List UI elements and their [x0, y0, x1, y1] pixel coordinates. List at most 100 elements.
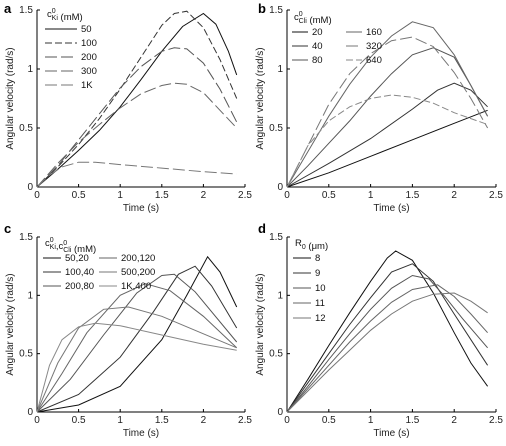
legend-label-d: 11 — [315, 298, 325, 309]
x-tick-label-a: 2.5 — [238, 190, 252, 201]
x-tick-label-b: 0 — [284, 190, 290, 201]
series-line-b-640 — [286, 94, 488, 188]
x-tick-label-a: 1.5 — [155, 190, 169, 201]
legend-label-b: 20 — [312, 27, 323, 38]
x-tick-label-b: 0.5 — [322, 190, 336, 201]
y-tick-label-b: 1 — [277, 64, 283, 75]
legend-title-a: c0 Ki (mM) — [47, 8, 83, 23]
legend-label-a: 100 — [81, 38, 97, 49]
legend-title-c: c0 Ki,c0 Cli (mM) — [45, 237, 96, 255]
legend-label-c: 50,20 — [65, 253, 89, 264]
x-tick-label-d: 1 — [368, 415, 374, 426]
legend-label-d: 12 — [315, 313, 326, 324]
legend-label-a: 200 — [81, 52, 97, 63]
y-tick-label-b: 0.5 — [269, 123, 283, 134]
x-tick-label-d: 1.5 — [405, 415, 419, 426]
x-axis-title-a: Time (s) — [123, 203, 159, 214]
legend-label-c: 100,40 — [65, 267, 94, 278]
x-axis-title-d: Time (s) — [373, 428, 409, 439]
y-tick-label-d: 0 — [277, 407, 283, 418]
series-line-c-500,200 — [36, 306, 237, 413]
panel-label-d: d — [258, 221, 266, 236]
series-line-c-200,80 — [36, 273, 238, 413]
x-tick-label-c: 2 — [201, 415, 207, 426]
y-tick-label-a: 0 — [27, 182, 33, 193]
x-tick-label-b: 1.5 — [405, 190, 419, 201]
x-tick-label-a: 0 — [34, 190, 40, 201]
y-axis-title-a: Angular velocity (rad/s) — [5, 47, 16, 149]
x-tick-label-c: 2.5 — [238, 415, 252, 426]
series-line-a-300 — [36, 82, 238, 188]
y-tick-label-b: 0 — [277, 182, 283, 193]
legend-label-b: 40 — [312, 41, 323, 52]
y-tick-label-a: 0.5 — [19, 123, 33, 134]
x-tick-label-d: 2.5 — [489, 415, 503, 426]
y-tick-label-a: 1 — [27, 64, 33, 75]
x-tick-label-d: 0.5 — [322, 415, 336, 426]
chart-panel-c: 0 0.5 1 1.5 2 2.5 0 0.5 1 1.5 Time (s) Angular velo… — [5, 232, 252, 439]
series-line-d-9 — [286, 263, 489, 413]
x-tick-label-b: 1 — [368, 190, 374, 201]
legend-label-b: 320 — [366, 41, 382, 52]
legend-title-b: c0 Cli (mM) — [294, 11, 332, 26]
x-axis-title-c: Time (s) — [123, 428, 159, 439]
series-line-d-12 — [286, 292, 488, 413]
series-line-d-10 — [286, 274, 488, 413]
series-line-a-1K — [36, 161, 237, 188]
series-line-d-11 — [286, 284, 488, 413]
y-tick-label-a: 1.5 — [19, 5, 33, 16]
panel-label-c: c — [4, 221, 11, 236]
x-tick-label-b: 2.5 — [489, 190, 503, 201]
x-tick-label-c: 0.5 — [72, 415, 86, 426]
series-line-b-160 — [286, 21, 489, 188]
legend-label-a: 1K — [81, 80, 93, 91]
x-tick-label-a: 1 — [117, 190, 123, 201]
legend-label-c: 500,200 — [121, 267, 155, 278]
legend-label-d: 8 — [315, 253, 320, 264]
x-tick-label-d: 0 — [284, 415, 290, 426]
chart-panel-d: 0 0.5 1 1.5 2 2.5 0 0.5 1 1.5 Time (s) Angular velo… — [255, 232, 503, 439]
panel-label-a: a — [4, 1, 12, 16]
series-line-b-40 — [286, 82, 488, 188]
series-line-b-80 — [286, 47, 489, 188]
legend-label-b: 640 — [366, 55, 382, 66]
series-line-a-100 — [36, 10, 238, 188]
series-line-d-8 — [286, 250, 489, 413]
legend-label-a: 300 — [81, 66, 97, 77]
x-tick-label-c: 0 — [34, 415, 40, 426]
y-axis-title-b: Angular velocity (rad/s) — [255, 47, 266, 149]
y-tick-label-c: 1 — [27, 290, 33, 301]
x-tick-label-b: 2 — [451, 190, 457, 201]
legend-label-c: 200,80 — [65, 281, 94, 292]
legend-label-d: 9 — [315, 268, 320, 279]
legend-title-d: R0 (μm) — [295, 238, 328, 252]
legend-label-a: 50 — [81, 24, 92, 35]
x-tick-label-a: 0.5 — [72, 190, 86, 201]
y-tick-label-b: 1.5 — [269, 5, 283, 16]
y-tick-label-d: 1 — [277, 290, 283, 301]
chart-panel-a: 0 0.5 1 1.5 2 2.5 0 0.5 1 1.5 Time (s) Angular velo… — [5, 5, 252, 214]
series-line-c-50,20 — [36, 255, 238, 413]
y-tick-label-c: 1.5 — [19, 232, 33, 243]
chart-panel-b: 0 0.5 1 1.5 2 2.5 0 0.5 1 1.5 Time (s) Angular velo… — [255, 5, 503, 214]
legend-label-b: 80 — [312, 55, 323, 66]
x-tick-label-a: 2 — [201, 190, 207, 201]
series-line-a-50 — [36, 12, 238, 188]
series-line-a-200 — [36, 47, 238, 188]
x-tick-label-d: 2 — [451, 415, 457, 426]
y-tick-label-d: 0.5 — [269, 349, 283, 360]
y-axis-title-d: Angular velocity (rad/s) — [255, 273, 266, 375]
y-tick-label-d: 1.5 — [269, 232, 283, 243]
panel-label-b: b — [258, 1, 266, 16]
series-line-c-100,40 — [36, 265, 238, 413]
series-line-c-1K,400 — [36, 322, 237, 413]
legend-label-c: 1K,400 — [121, 281, 151, 292]
legend-label-b: 160 — [366, 27, 382, 38]
y-tick-label-c: 0.5 — [19, 349, 33, 360]
x-axis-title-b: Time (s) — [373, 203, 409, 214]
series-line-b-20 — [286, 109, 488, 188]
legend-label-d: 10 — [315, 283, 326, 294]
x-tick-label-c: 1.5 — [155, 415, 169, 426]
x-tick-label-c: 1 — [117, 415, 123, 426]
